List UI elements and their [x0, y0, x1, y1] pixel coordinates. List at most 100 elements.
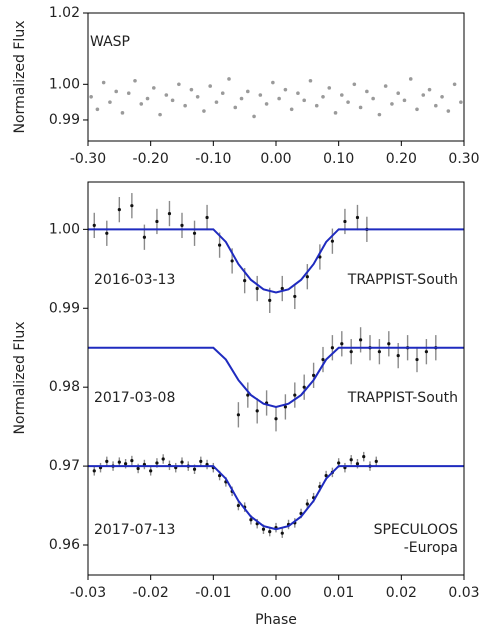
x-tick-label: 0.00: [260, 151, 291, 167]
point: [330, 346, 334, 350]
x-tick-label: 0.30: [448, 151, 479, 167]
x-tick-label: -0.02: [133, 585, 169, 601]
point: [293, 294, 297, 299]
y-tick-label: 0.96: [49, 537, 80, 553]
point: [152, 86, 156, 90]
annotation: WASP: [90, 34, 130, 50]
y-tick-label: 1.00: [49, 76, 80, 92]
point: [446, 109, 451, 113]
point: [199, 459, 203, 463]
point: [459, 100, 463, 104]
point: [349, 350, 353, 354]
point: [277, 96, 281, 101]
x-tick-label: 0.02: [386, 585, 417, 601]
point: [205, 215, 209, 220]
x-tick-label: 0.10: [323, 151, 354, 167]
point: [314, 103, 319, 108]
point: [227, 77, 231, 81]
x-tick-label: 0.20: [386, 151, 417, 167]
axes-frame: [87, 12, 465, 142]
point: [264, 102, 269, 106]
x-axis-label: Phase: [255, 612, 297, 628]
point: [343, 219, 347, 224]
point: [321, 94, 325, 99]
point: [440, 94, 444, 99]
point: [89, 94, 93, 99]
point: [192, 467, 197, 471]
point: [268, 298, 272, 302]
point: [233, 105, 238, 110]
point: [117, 208, 121, 212]
point: [408, 77, 413, 81]
point: [130, 458, 134, 463]
point: [283, 405, 287, 409]
point: [283, 87, 288, 92]
point: [246, 393, 250, 397]
point: [117, 460, 121, 464]
point: [236, 503, 240, 508]
point: [230, 259, 234, 263]
x-tick-label: -0.20: [133, 151, 169, 167]
model-curve: [88, 228, 464, 294]
point: [308, 78, 313, 83]
point: [252, 114, 256, 119]
point: [177, 82, 181, 87]
point: [355, 215, 360, 220]
point: [202, 109, 206, 113]
point: [355, 462, 360, 466]
point: [155, 219, 159, 224]
point: [124, 462, 128, 466]
point: [149, 469, 153, 473]
point: [255, 409, 259, 413]
x-tick-label: 0.01: [323, 585, 354, 601]
point: [305, 502, 309, 506]
date-label: 2017-03-08: [94, 390, 175, 406]
point: [305, 275, 309, 279]
point: [340, 93, 344, 97]
point: [312, 373, 316, 377]
point: [136, 466, 140, 471]
y-axis-label: Normalized Flux: [12, 322, 28, 435]
point: [377, 112, 382, 117]
point: [402, 98, 407, 103]
point: [427, 87, 432, 92]
y-tick-label: 1.02: [49, 5, 80, 21]
point: [126, 91, 131, 96]
point: [243, 279, 247, 283]
point: [189, 87, 194, 92]
y-axis-label: Normalized Flux: [12, 21, 28, 134]
point: [330, 239, 334, 243]
point: [95, 107, 100, 112]
point: [396, 91, 401, 96]
point: [239, 96, 244, 101]
x-tick-label: -0.03: [70, 585, 106, 601]
point: [246, 89, 250, 94]
point: [383, 84, 388, 88]
point: [371, 96, 375, 101]
point: [424, 350, 428, 354]
model-curve: [88, 346, 464, 408]
point: [302, 98, 307, 103]
y-tick-label: 0.97: [49, 458, 80, 474]
point: [289, 107, 294, 112]
point: [133, 78, 137, 83]
x-tick-label: -0.10: [195, 151, 231, 167]
point: [218, 473, 222, 478]
point: [120, 111, 125, 115]
point: [415, 107, 419, 112]
point: [349, 458, 353, 462]
x-tick-label: 0.00: [260, 585, 291, 601]
point: [302, 385, 306, 389]
point: [195, 94, 200, 99]
point: [92, 469, 96, 473]
y-tick-label: 0.99: [49, 300, 80, 316]
point: [268, 529, 272, 534]
point: [346, 100, 350, 104]
point: [164, 93, 169, 97]
point: [183, 103, 187, 108]
point: [340, 342, 344, 346]
point: [142, 235, 146, 239]
point: [321, 357, 325, 362]
point: [180, 460, 184, 464]
